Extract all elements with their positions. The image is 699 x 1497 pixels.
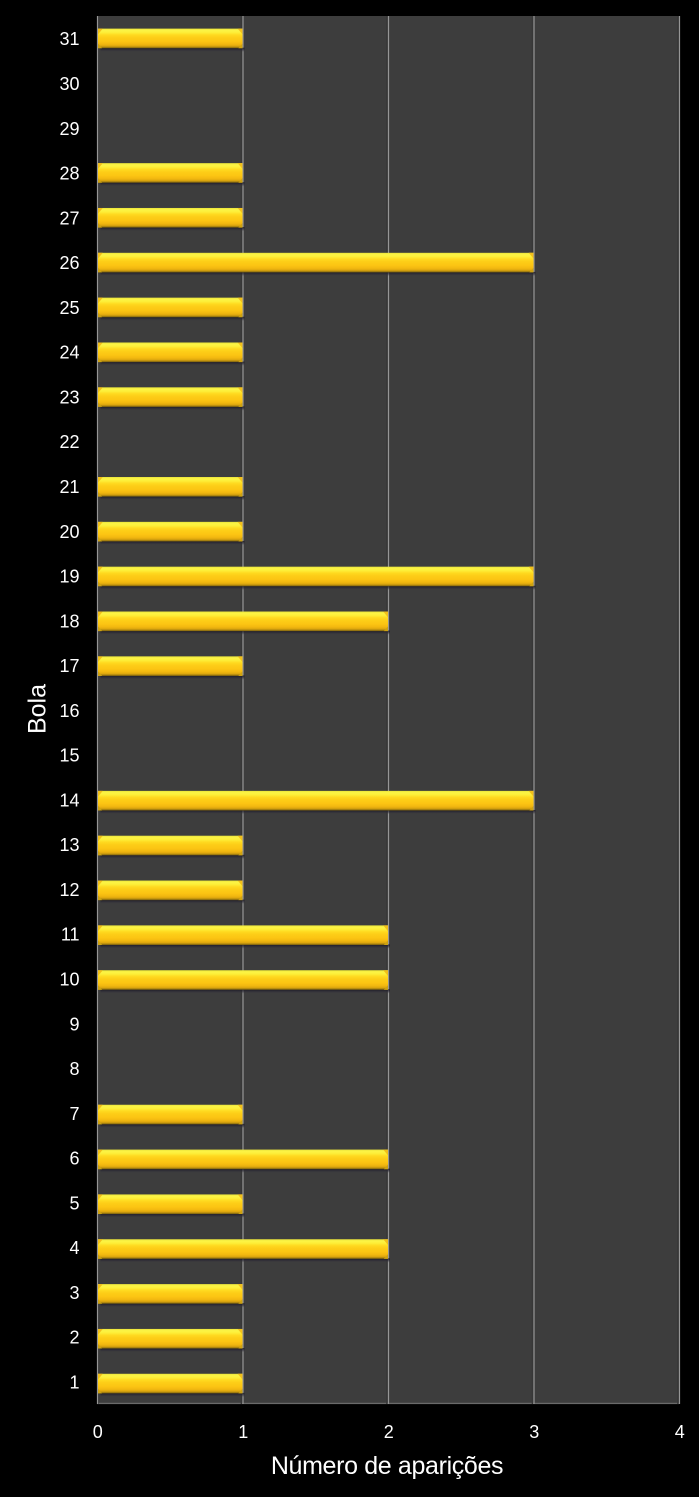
svg-text:10: 10: [59, 970, 79, 990]
svg-text:Número de aparições: Número de aparições: [271, 1452, 503, 1480]
svg-text:31: 31: [59, 29, 79, 49]
svg-text:11: 11: [61, 925, 80, 945]
svg-text:3: 3: [529, 1422, 539, 1442]
svg-text:1: 1: [69, 1373, 79, 1393]
svg-text:29: 29: [59, 119, 79, 139]
svg-text:17: 17: [59, 656, 79, 676]
svg-text:14: 14: [59, 790, 79, 810]
svg-text:19: 19: [59, 567, 79, 587]
svg-text:4: 4: [675, 1422, 685, 1442]
svg-text:2: 2: [69, 1328, 79, 1348]
svg-text:9: 9: [69, 1014, 79, 1034]
svg-text:25: 25: [59, 298, 79, 318]
svg-text:26: 26: [59, 253, 79, 273]
svg-text:22: 22: [59, 432, 79, 452]
svg-text:5: 5: [69, 1193, 79, 1213]
svg-text:18: 18: [59, 611, 79, 631]
svg-text:6: 6: [69, 1149, 79, 1169]
svg-text:28: 28: [59, 164, 79, 184]
svg-text:20: 20: [59, 522, 79, 542]
svg-text:7: 7: [69, 1104, 79, 1124]
svg-text:2: 2: [384, 1422, 394, 1442]
svg-text:8: 8: [69, 1059, 79, 1079]
svg-text:23: 23: [59, 387, 79, 407]
svg-text:13: 13: [59, 835, 79, 855]
svg-text:30: 30: [59, 74, 79, 94]
svg-text:3: 3: [69, 1283, 79, 1303]
svg-text:1: 1: [238, 1422, 248, 1442]
svg-text:0: 0: [93, 1422, 103, 1442]
svg-text:27: 27: [59, 208, 79, 228]
svg-text:12: 12: [59, 880, 79, 900]
svg-text:Bola: Bola: [24, 684, 52, 734]
svg-text:24: 24: [59, 343, 79, 363]
svg-text:16: 16: [59, 701, 79, 721]
svg-text:15: 15: [59, 746, 79, 766]
svg-text:21: 21: [59, 477, 79, 497]
svg-text:4: 4: [69, 1238, 79, 1258]
